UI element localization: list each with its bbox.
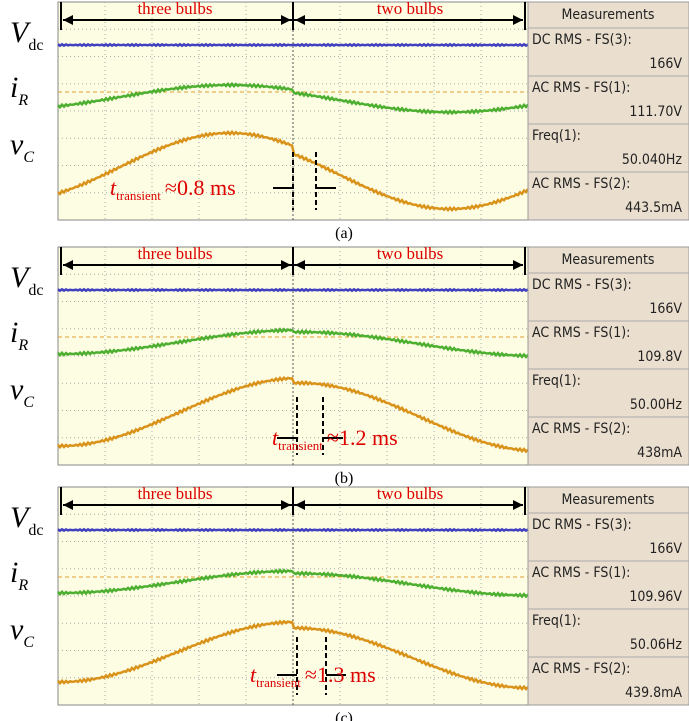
measure-value: 166V bbox=[649, 541, 682, 557]
text-part: i bbox=[10, 316, 18, 349]
measure-value: 50.00Hz bbox=[630, 397, 683, 413]
text-part: v bbox=[10, 613, 24, 646]
measure-label: AC RMS - FS(1): bbox=[532, 325, 630, 341]
signal-label: vC bbox=[10, 613, 34, 651]
phase-label: three bulbs bbox=[137, 244, 212, 263]
text-part: ≈1.2 ms bbox=[327, 425, 398, 450]
measure-value: 50.06Hz bbox=[630, 637, 683, 653]
measure-label: DC RMS - FS(3): bbox=[532, 32, 632, 48]
measure-value: 166V bbox=[649, 301, 682, 317]
vdc-trace bbox=[58, 44, 528, 45]
text-part: R bbox=[17, 92, 28, 109]
measure-label: DC RMS - FS(3): bbox=[532, 517, 632, 533]
measure-value: 109.96V bbox=[629, 589, 682, 605]
signal-label: iR bbox=[10, 316, 28, 354]
measure-label: Freq(1): bbox=[532, 128, 581, 144]
text-part: dc bbox=[28, 522, 43, 539]
signal-label: iR bbox=[10, 556, 28, 594]
measure-label: AC RMS - FS(1): bbox=[532, 565, 630, 581]
phase-label: three bulbs bbox=[137, 0, 212, 18]
vdc-trace bbox=[58, 529, 528, 530]
signal-label: vC bbox=[10, 128, 34, 166]
caption: (a) bbox=[335, 225, 353, 242]
measure-value: 109.8V bbox=[637, 349, 682, 365]
phase-label: two bulbs bbox=[377, 484, 444, 503]
text-part: transient bbox=[116, 188, 161, 203]
measure-label: DC RMS - FS(3): bbox=[532, 277, 632, 293]
measure-title: Measurements bbox=[561, 252, 654, 268]
measure-value: 443.5mA bbox=[625, 200, 682, 216]
text-part: R bbox=[17, 577, 28, 594]
text-part: transient bbox=[256, 675, 301, 690]
measure-title: Measurements bbox=[561, 492, 654, 508]
figure: three bulbstwo bulbsVdciRvCttransient≈0.… bbox=[0, 0, 689, 721]
text-part: ≈0.8 ms bbox=[165, 175, 236, 200]
text-part: i bbox=[10, 71, 18, 104]
measure-label: AC RMS - FS(1): bbox=[532, 80, 630, 96]
text-part: C bbox=[23, 634, 34, 651]
signal-label: Vdc bbox=[10, 16, 43, 54]
measure-value: 166V bbox=[649, 56, 682, 72]
text-part: i bbox=[10, 556, 18, 589]
measure-value: 50.040Hz bbox=[622, 152, 683, 168]
measure-value: 111.70V bbox=[629, 104, 682, 120]
measure-label: AC RMS - FS(2): bbox=[532, 176, 630, 192]
text-part: v bbox=[10, 373, 24, 406]
text-part: transient bbox=[278, 438, 323, 453]
phase-label: two bulbs bbox=[377, 244, 444, 263]
caption: (b) bbox=[335, 470, 354, 487]
text-part: R bbox=[17, 337, 28, 354]
measure-label: AC RMS - FS(2): bbox=[532, 661, 630, 677]
text-part: C bbox=[23, 394, 34, 411]
measure-value: 439.8mA bbox=[625, 685, 682, 701]
measure-title: Measurements bbox=[561, 7, 654, 23]
signal-label: Vdc bbox=[10, 261, 43, 299]
phase-label: two bulbs bbox=[377, 0, 444, 18]
text-part: dc bbox=[28, 37, 43, 54]
text-part: v bbox=[10, 128, 24, 161]
text-part: dc bbox=[28, 282, 43, 299]
measure-value: 438mA bbox=[637, 445, 682, 461]
phase-label: three bulbs bbox=[137, 484, 212, 503]
measure-label: Freq(1): bbox=[532, 613, 581, 629]
signal-label: iR bbox=[10, 71, 28, 109]
text-part: ≈1.3 ms bbox=[305, 662, 376, 687]
vdc-trace bbox=[58, 289, 528, 290]
signal-label: Vdc bbox=[10, 501, 43, 539]
measure-label: AC RMS - FS(2): bbox=[532, 421, 630, 437]
signal-label: vC bbox=[10, 373, 34, 411]
measure-label: Freq(1): bbox=[532, 373, 581, 389]
caption: (c) bbox=[335, 710, 353, 721]
text-part: C bbox=[23, 149, 34, 166]
